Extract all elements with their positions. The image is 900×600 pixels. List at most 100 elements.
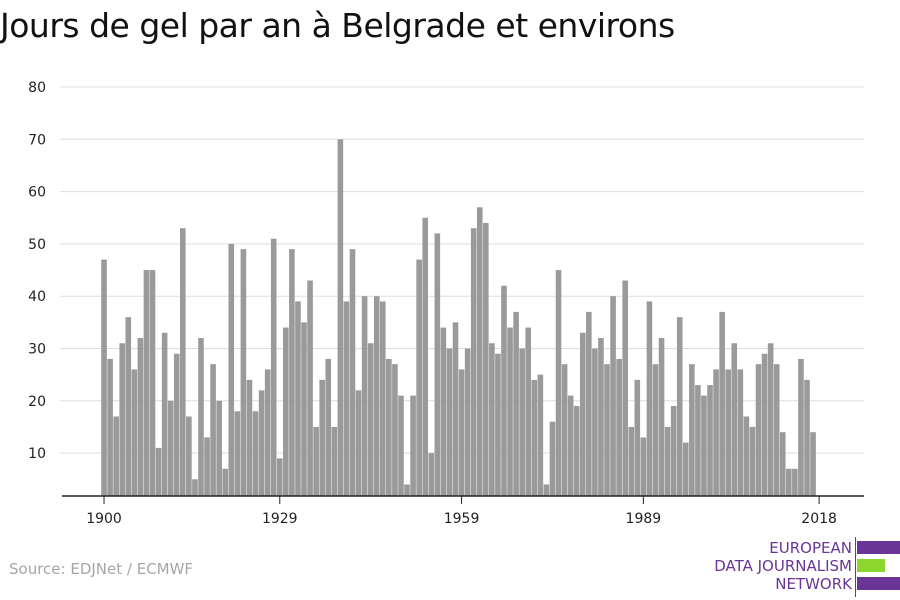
bar-1995	[676, 317, 683, 496]
bar-1970	[525, 327, 532, 496]
x-tick-label-1989: 1989	[626, 511, 662, 527]
x-tick-label-1900: 1900	[86, 511, 122, 527]
bar-1909	[155, 447, 162, 496]
bar-2003	[725, 369, 732, 496]
bar-1968	[513, 311, 519, 496]
bar-1940	[343, 301, 350, 496]
bar-1919	[216, 400, 222, 496]
y-tick-label-80: 80	[28, 80, 46, 96]
bar-1954	[428, 453, 435, 496]
bar-1988	[634, 379, 641, 496]
bar-1960	[464, 348, 471, 496]
logo-text-line-1: EUROPEAN	[769, 539, 852, 557]
x-tick-label-1929: 1929	[262, 511, 298, 527]
bar-1971	[531, 379, 538, 496]
bar-1992	[658, 338, 665, 496]
bar-1981	[592, 348, 598, 496]
bar-1930	[283, 327, 289, 496]
bar-1980	[586, 311, 592, 496]
bar-1932	[295, 301, 301, 496]
bar-1944	[367, 343, 374, 496]
bar-2001	[713, 369, 719, 496]
bar-1994	[670, 406, 677, 496]
bar-1966	[501, 285, 507, 496]
bar-1964	[489, 343, 495, 496]
bar-2014	[792, 468, 798, 496]
bar-1926	[258, 390, 265, 496]
bar-1922	[234, 411, 241, 496]
y-tick-label-70: 70	[28, 132, 46, 148]
y-tick-label-10: 10	[28, 446, 46, 462]
bar-2009	[761, 353, 768, 496]
bar-1943	[361, 296, 368, 496]
bar-2015	[798, 358, 804, 496]
bar-1985	[616, 358, 622, 496]
bar-1952	[416, 259, 422, 496]
bar-2016	[804, 379, 810, 496]
bar-1900	[101, 259, 107, 496]
y-tick-label-60: 60	[28, 185, 46, 201]
bar-1955	[434, 233, 441, 496]
bar-1907	[143, 270, 150, 496]
bar-1924	[246, 379, 253, 496]
bar-2017	[810, 432, 816, 496]
logo-bar-top	[857, 541, 900, 554]
bar-1958	[452, 322, 459, 496]
bar-1925	[252, 411, 259, 496]
bar-1977	[567, 395, 574, 496]
bar-2000	[707, 385, 713, 496]
bars	[101, 139, 816, 497]
logo-text-line-3: NETWORK	[775, 575, 852, 593]
bar-1951	[410, 395, 416, 496]
bar-1914	[186, 416, 192, 496]
bar-1972	[537, 374, 544, 496]
logo-bar-middle	[857, 559, 885, 572]
chart-title: Jours de gel par an à Belgrade et enviro…	[0, 6, 675, 45]
y-tick-label-20: 20	[28, 394, 46, 410]
bar-1912	[173, 353, 180, 496]
bar-1913	[180, 228, 186, 496]
bar-1950	[404, 484, 410, 496]
bar-1984	[610, 296, 616, 496]
bar-1939	[337, 139, 344, 497]
bar-1990	[646, 301, 653, 496]
bar-1982	[598, 338, 604, 496]
bar-1987	[628, 426, 635, 496]
y-axis-labels: 10 20 30 40 50 60 70 80	[28, 80, 46, 462]
bar-2005	[737, 369, 744, 496]
bar-1917	[204, 437, 210, 496]
bar-1928	[270, 238, 277, 497]
bar-1927	[264, 369, 271, 496]
bar-1969	[519, 348, 525, 496]
bar-1999	[701, 395, 707, 496]
bar-1918	[210, 364, 216, 496]
bar-1953	[422, 217, 429, 496]
y-tick-label-50: 50	[28, 237, 46, 253]
bar-1957	[446, 348, 453, 496]
bar-1911	[167, 400, 174, 496]
bar-1976	[561, 364, 568, 496]
bar-1933	[301, 322, 307, 496]
bar-1997	[689, 364, 695, 496]
bar-1920	[222, 468, 229, 496]
bar-2011	[773, 364, 780, 496]
bar-1996	[682, 442, 689, 496]
bar-1945	[373, 296, 380, 496]
bar-1974	[549, 421, 556, 496]
bar-1961	[470, 228, 477, 496]
bar-1946	[379, 301, 386, 496]
x-tick-label-1959: 1959	[444, 511, 480, 527]
bar-1947	[386, 358, 392, 496]
bar-1935	[313, 426, 319, 496]
bar-1956	[440, 327, 447, 496]
logo-bar-bottom	[857, 577, 900, 590]
bar-1905	[131, 369, 138, 496]
bar-1991	[652, 364, 659, 496]
bar-1938	[331, 426, 338, 496]
bar-1979	[579, 332, 586, 496]
bar-1975	[555, 270, 562, 496]
source-note: Source: EDJNet / ECMWF	[9, 560, 194, 578]
y-tick-label-40: 40	[28, 289, 46, 305]
bar-1904	[125, 317, 132, 496]
